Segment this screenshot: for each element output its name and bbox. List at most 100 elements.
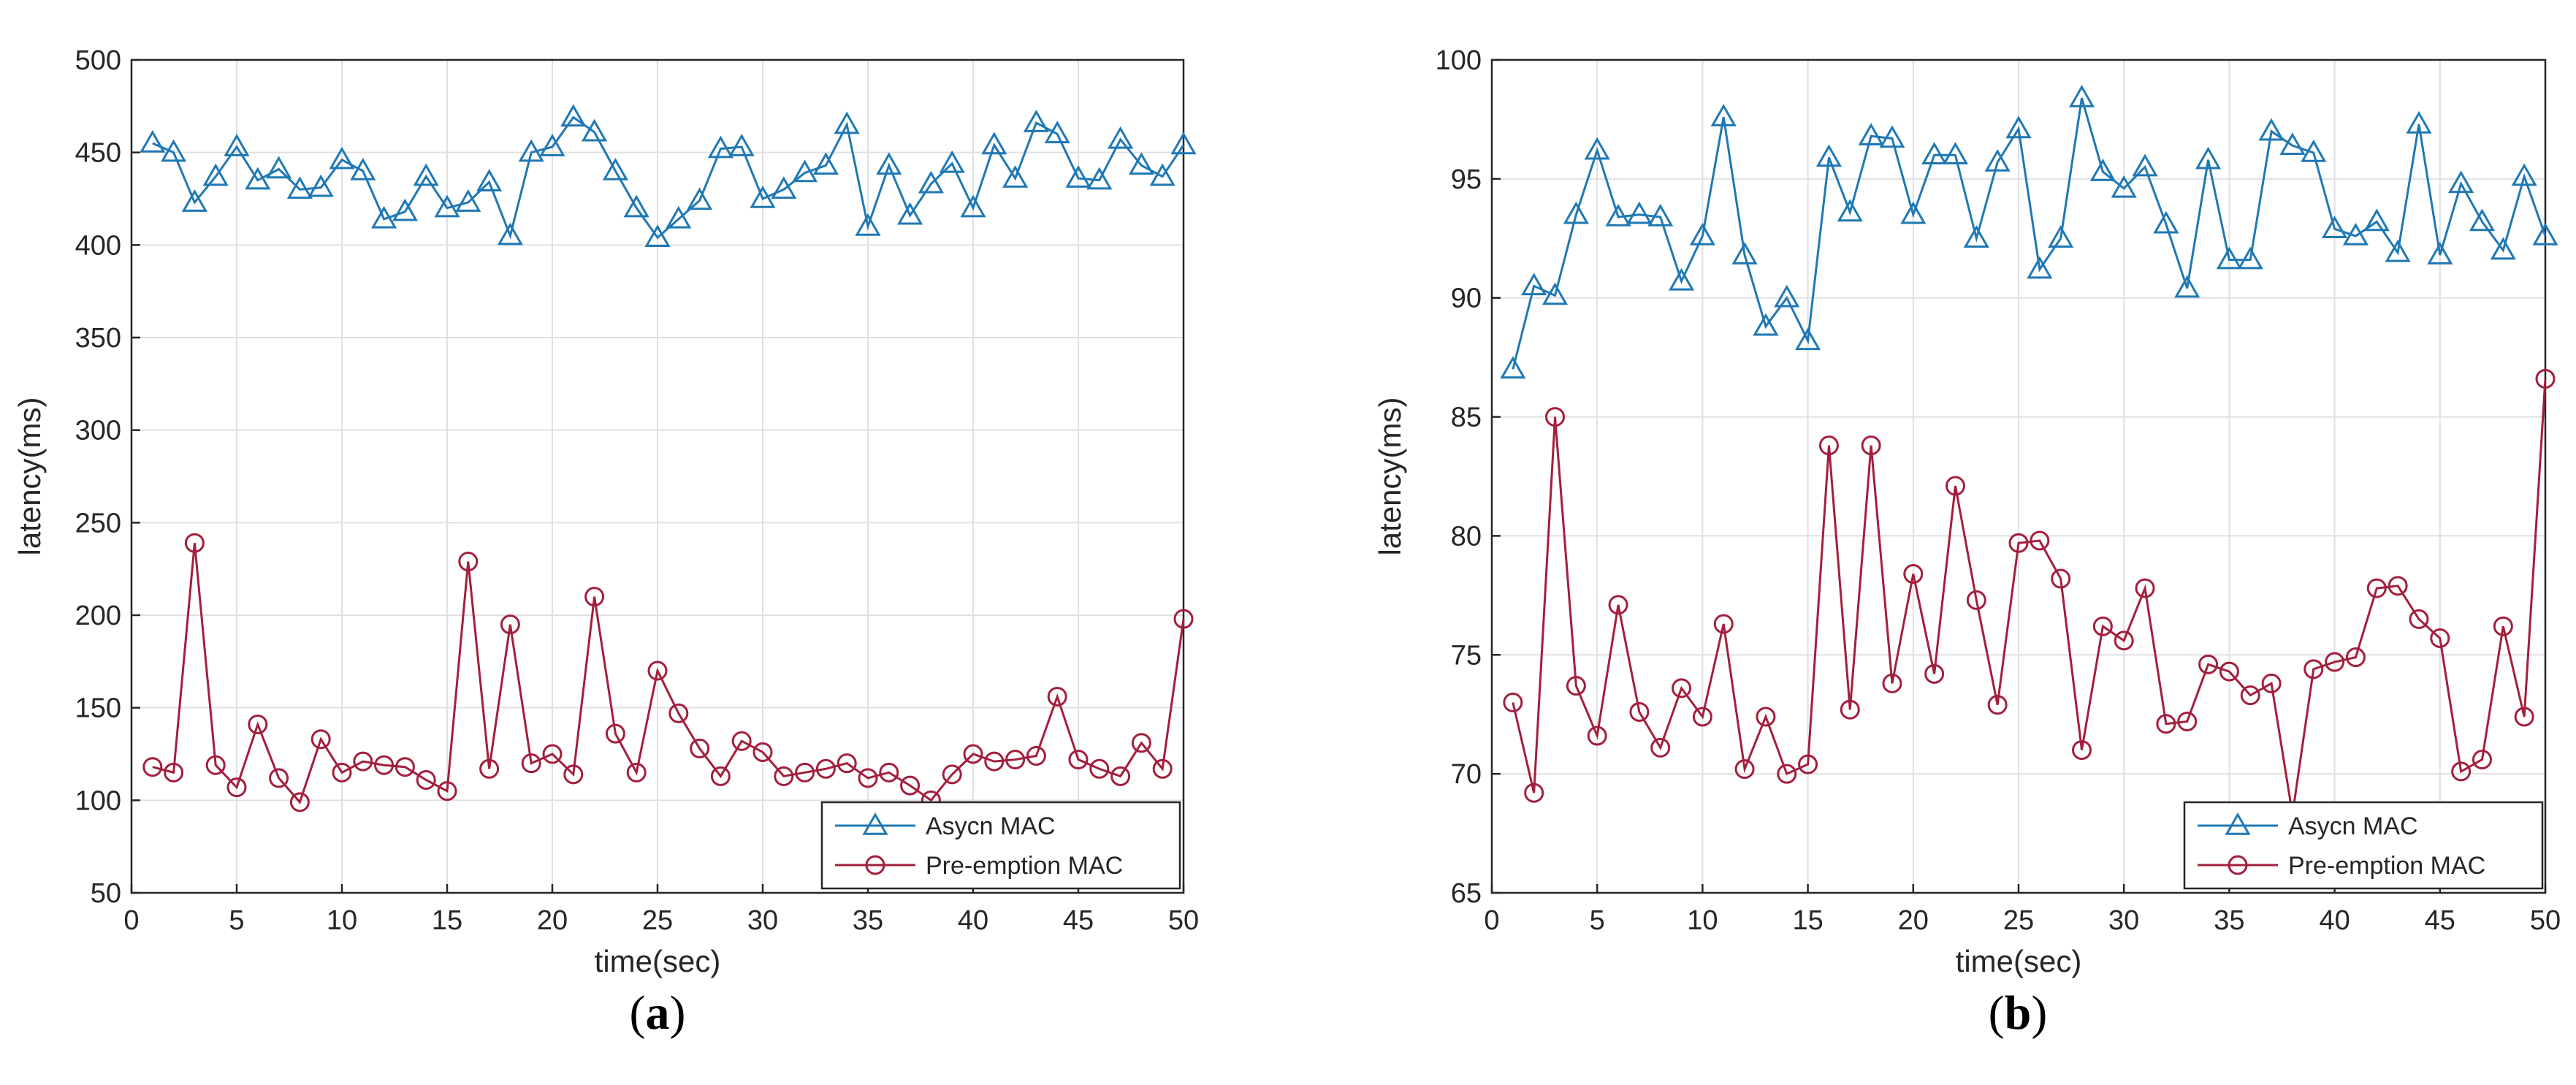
panel-a-chart: 0 5 10 15 20 25 30 35 40 45 50 50 100 150 200 250 300 350… (12, 45, 1199, 1040)
data-point (2261, 673, 2282, 693)
data-point (310, 729, 331, 750)
legend: Asycn MAC Pre-emption MAC (820, 801, 1181, 890)
data-point (1503, 692, 1523, 712)
data-point (1026, 746, 1046, 766)
x-tick-label: 10 (1687, 905, 1718, 936)
data-point (1629, 701, 1650, 722)
panel-caption: (b) (1989, 986, 2048, 1040)
data-point (2195, 146, 2222, 170)
y-tick-label: 65 (1451, 878, 1482, 909)
data-point (855, 213, 881, 236)
x-tick-label: 45 (2425, 905, 2455, 936)
data-point (353, 751, 373, 772)
data-point (2406, 110, 2432, 134)
y-tick-label: 250 (75, 508, 121, 538)
data-point (1563, 201, 1589, 224)
y-tick-label: 50 (91, 878, 121, 909)
data-point (2258, 118, 2285, 141)
data-point (1692, 707, 1712, 727)
data-point (2072, 740, 2092, 761)
data-point (1128, 152, 1154, 175)
y-axis-ticks: 65 70 75 80 85 90 95 100 (1436, 45, 1501, 909)
data-point (1131, 733, 1151, 753)
x-tick-label: 40 (958, 905, 988, 936)
data-point (1044, 121, 1070, 144)
data-point (1858, 123, 1884, 145)
data-point (1756, 707, 1776, 727)
data-point (2514, 707, 2534, 727)
x-tick-label: 35 (2214, 905, 2244, 936)
x-tick-label: 45 (1063, 905, 1094, 936)
data-point (1608, 595, 1628, 615)
data-point (2092, 616, 2113, 636)
data-point (1584, 137, 1610, 160)
data-point (2427, 242, 2453, 264)
data-point (371, 205, 397, 229)
legend-entry: Asycn MAC (2198, 812, 2418, 840)
legend-box (2183, 801, 2544, 890)
data-point (1945, 476, 1965, 496)
data-point (161, 139, 187, 162)
legend-entry: Pre-emption MAC (2198, 852, 2485, 880)
data-point (1795, 327, 1821, 351)
data-point (458, 552, 479, 572)
data-point (2177, 711, 2198, 731)
y-axis-label: latency(ms) (1373, 397, 1407, 555)
data-point (2409, 609, 2429, 629)
data-point (984, 751, 1005, 772)
data-point (1668, 267, 1695, 291)
data-point (2008, 533, 2029, 553)
data-point (1068, 750, 1089, 770)
y-tick-label: 500 (75, 45, 121, 76)
data-point (539, 134, 565, 156)
y-tick-label: 85 (1451, 403, 1482, 433)
x-axis-ticks: 0 5 10 15 20 25 30 35 40 45 50 (123, 884, 1199, 936)
data-point (2430, 628, 2450, 648)
data-point (1086, 167, 1113, 190)
data-point (750, 185, 776, 208)
data-point (563, 764, 584, 785)
data-point (644, 224, 671, 247)
data-point (879, 762, 899, 783)
data-point (1734, 759, 1755, 780)
data-point (981, 132, 1007, 155)
data-point (815, 758, 836, 779)
data-point (1108, 126, 1134, 149)
data-point (289, 792, 310, 812)
data-point (479, 758, 500, 779)
data-point (1984, 149, 2011, 172)
caption-paren: ) (670, 986, 686, 1040)
data-point (184, 533, 205, 553)
data-point (900, 775, 921, 796)
x-tick-label: 20 (1898, 905, 1929, 936)
data-point (560, 104, 587, 127)
data-point (1521, 273, 1547, 296)
data-point (1170, 132, 1197, 155)
data-point (605, 723, 625, 744)
data-point (2279, 132, 2306, 156)
data-point (1647, 203, 1674, 226)
data-point (1731, 242, 1758, 264)
x-axis-label: time(sec) (595, 944, 721, 978)
data-point (224, 134, 250, 156)
x-tick-label: 25 (642, 905, 673, 936)
x-tick-label: 20 (537, 905, 568, 936)
data-point (942, 764, 962, 785)
legend-label: Asycn MAC (926, 812, 1056, 840)
data-point (1500, 356, 1526, 379)
data-point (2068, 85, 2095, 107)
data-point (2005, 115, 2032, 139)
data-point (1710, 104, 1737, 126)
data-point (392, 198, 418, 221)
data-point (918, 170, 944, 194)
data-point (1149, 163, 1175, 186)
data-point (2532, 223, 2558, 245)
data-point (1963, 225, 1989, 248)
legend-marker (2228, 855, 2248, 875)
data-point (1882, 673, 1902, 693)
data-point (202, 163, 229, 186)
data-point (1987, 695, 2008, 715)
data-point (2216, 246, 2242, 270)
data-point (2132, 153, 2158, 177)
